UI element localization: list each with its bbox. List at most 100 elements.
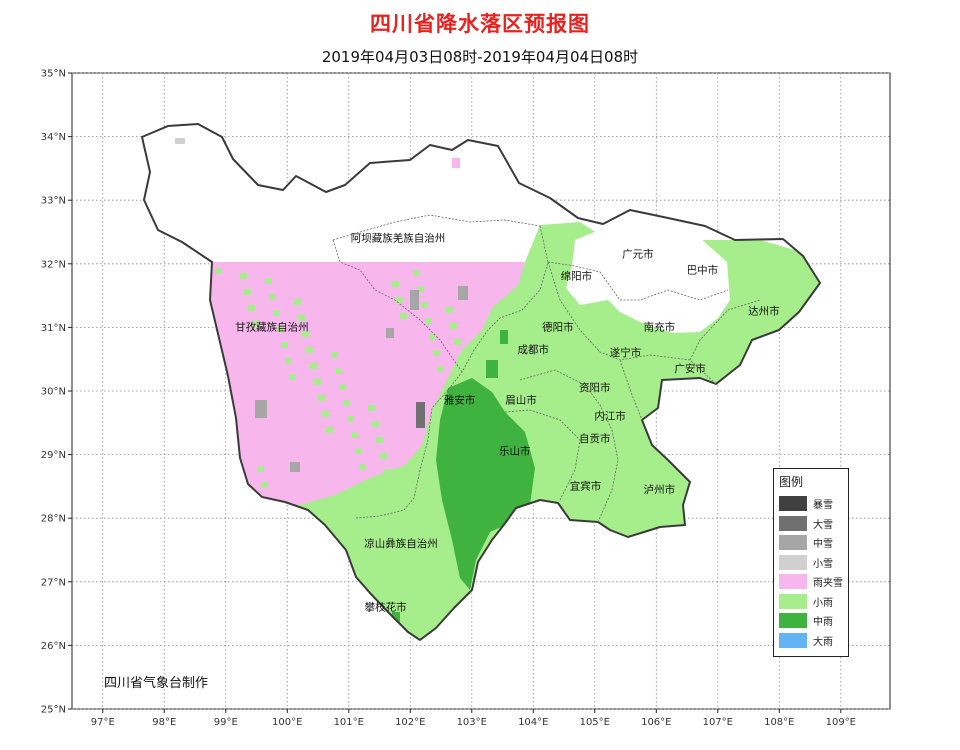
light-rain-cell (392, 281, 399, 287)
light-rain-cell (450, 323, 457, 329)
region-label: 阿坝藏族羌族自治州 (351, 232, 446, 245)
light-rain-cell (326, 427, 333, 433)
light-rain-cell (322, 411, 329, 417)
light-rain-cell (380, 453, 387, 459)
lat-tick-label: 29°N (41, 450, 66, 461)
light-rain-cell (372, 421, 379, 427)
city-label: 遂宁市 (610, 346, 642, 359)
lon-tick-label: 103°E (457, 717, 487, 728)
admin-boundary (689, 299, 761, 361)
admin-boundary (447, 225, 549, 391)
admin-boundary (519, 369, 619, 523)
province-border (141, 123, 821, 641)
light-rain-cell (425, 318, 432, 324)
light-rain-cell (376, 437, 383, 443)
light-rain-cell (244, 289, 251, 295)
lon-tick-label: 100°E (272, 717, 302, 728)
axis-ticks: 97°E 98°E 99°E 100°E 101°E 102°E 103°E 104°E 105… (41, 69, 856, 729)
lon-tick-label: 102°E (395, 717, 425, 728)
snow-cell (255, 400, 267, 418)
legend: 图例 暴雪 大雪 中雪 小雪 雨夹雪 小雨 中雨 大雨 (773, 468, 849, 657)
light-rain-cell (384, 469, 391, 475)
light-rain-cell (413, 270, 420, 276)
legend-swatch (779, 496, 807, 512)
light-rain-cell (417, 286, 424, 292)
admin-boundary (355, 389, 449, 519)
snow-cell (458, 286, 468, 300)
lon-tick-label: 101°E (334, 717, 364, 728)
lat-tick-label: 35°N (41, 69, 66, 80)
legend-swatch (779, 613, 807, 629)
legend-item: 小雪 (779, 553, 843, 573)
sleet-area (205, 262, 525, 505)
admin-boundary (547, 261, 729, 301)
region-label: 甘孜藏族自治州 (235, 321, 309, 334)
city-label: 巴中市 (687, 263, 719, 276)
city-label: 宜宾市 (570, 480, 602, 493)
map-subtitle: 2019年04月03日08时-2019年04月04日08时 (321, 48, 639, 66)
legend-item: 暴雪 (779, 494, 843, 514)
city-label: 自贡市 (579, 432, 611, 445)
light-rain-cell (294, 299, 301, 305)
legend-item: 大雨 (779, 631, 843, 651)
light-rain-cell (215, 268, 222, 274)
light-rain-cell (306, 347, 313, 353)
light-rain-cell (265, 278, 272, 284)
lon-tick-label: 105°E (580, 717, 610, 728)
legend-swatch (779, 515, 807, 531)
legend-label: 大雪 (813, 519, 833, 531)
lon-tick-label: 99°E (214, 717, 238, 728)
light-rain-cell (363, 480, 370, 486)
lon-tick-label: 109°E (826, 717, 856, 728)
legend-item: 中雪 (779, 533, 843, 553)
light-rain-cell (437, 366, 444, 372)
map-title: 四川省降水落区预报图 (370, 12, 590, 36)
light-rain-cell (257, 466, 264, 472)
lon-tick-label: 97°E (91, 717, 115, 728)
precip-fills (142, 124, 820, 640)
city-label: 广元市 (622, 247, 654, 260)
light-rain-cell (462, 371, 469, 377)
light-rain-cell (359, 464, 366, 470)
lat-tick-label: 33°N (41, 196, 66, 207)
light-rain-cell (429, 334, 436, 340)
admin-boundary (619, 359, 643, 421)
legend-label: 中雨 (813, 617, 833, 629)
light-rain-cell (388, 485, 395, 491)
light-rain-cell (302, 331, 309, 337)
legend-swatch (779, 574, 807, 590)
light-rain-cell (269, 294, 276, 300)
snow-cell (175, 138, 185, 144)
legend-item: 大雪 (779, 514, 843, 534)
light-rain-cell (335, 368, 342, 374)
light-rain-cell (458, 355, 465, 361)
lat-tick-label: 30°N (41, 387, 66, 398)
lat-tick-label: 34°N (41, 132, 66, 143)
light-rain-cell (339, 384, 346, 390)
light-rain-cell (224, 429, 231, 435)
light-rain-cell (331, 352, 338, 358)
city-label: 资阳市 (579, 381, 611, 394)
light-rain-cell (277, 326, 284, 332)
legend-label: 大雨 (813, 636, 833, 648)
moderate-rain-cell (500, 330, 508, 344)
lat-tick-label: 25°N (41, 705, 66, 716)
lon-tick-label: 107°E (703, 717, 733, 728)
city-label: 达州市 (748, 305, 780, 318)
light-rain-cell (232, 461, 239, 467)
region-label: 凉山彝族自治州 (364, 537, 438, 550)
snow-cell (416, 402, 425, 428)
admin-boundary (332, 214, 541, 241)
light-rain-cell (298, 315, 305, 321)
legend-label: 暴雪 (813, 500, 833, 512)
light-rain-cell (252, 321, 259, 327)
lat-tick-label: 32°N (41, 259, 66, 270)
legend-item: 小雨 (779, 592, 843, 612)
light-rain-cell (351, 432, 358, 438)
city-label: 南充市 (644, 321, 676, 334)
lat-tick-label: 27°N (41, 577, 66, 588)
city-label: 成都市 (518, 343, 550, 356)
light-rain-cell (421, 302, 428, 308)
